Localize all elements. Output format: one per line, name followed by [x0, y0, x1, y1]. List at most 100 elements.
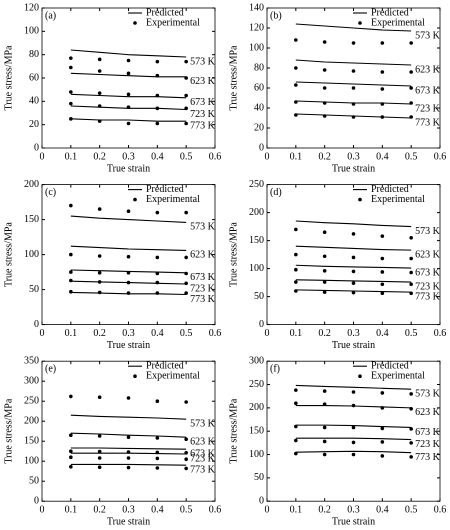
- curve-label: 623 K: [415, 407, 441, 418]
- y-tick-label: 100: [24, 455, 39, 466]
- curve-label: 723 K: [415, 439, 441, 450]
- experimental-point: [294, 388, 298, 392]
- x-axis-label: True strain: [107, 163, 150, 174]
- legend-label: Experimental: [146, 370, 200, 381]
- experimental-point: [97, 91, 102, 95]
- experimental-point: [380, 102, 385, 106]
- panel-label: (e): [45, 363, 56, 374]
- y-tick-label: 20: [29, 119, 39, 130]
- experimental-point: [97, 456, 102, 460]
- y-tick-label: 100: [249, 449, 264, 460]
- curve-label: 773 K: [415, 117, 441, 128]
- experimental-point: [380, 115, 385, 119]
- experimental-point: [69, 270, 73, 274]
- experimental-point: [322, 425, 327, 430]
- experimental-point: [69, 56, 73, 60]
- x-tick-label: 0.4: [376, 328, 389, 339]
- experimental-point: [294, 83, 298, 87]
- legend-point: [133, 197, 137, 202]
- experimental-point: [126, 465, 131, 470]
- experimental-point: [351, 41, 356, 45]
- y-tick-label: 80: [254, 62, 264, 73]
- y-tick-label: 350: [24, 355, 39, 366]
- legend-label: Predicted: [146, 184, 184, 195]
- experimental-point: [380, 440, 385, 444]
- experimental-point: [409, 455, 413, 459]
- experimental-point: [184, 457, 188, 461]
- experimental-point: [155, 73, 160, 78]
- curve-label: 573 K: [415, 388, 441, 399]
- experimental-point: [294, 280, 298, 284]
- x-tick-label: 0.5: [405, 328, 418, 339]
- experimental-point: [184, 210, 188, 215]
- y-tick-label: 150: [24, 214, 39, 225]
- experimental-point: [409, 282, 413, 287]
- legend-point: [358, 374, 362, 378]
- experimental-point: [126, 71, 131, 76]
- x-axis-label: True strain: [107, 516, 150, 527]
- x-tick-label: 0.5: [180, 328, 193, 339]
- x-tick-label: 0.3: [122, 328, 135, 339]
- y-tick-label: 50: [29, 475, 39, 486]
- experimental-point: [351, 115, 356, 119]
- experimental-point: [351, 290, 356, 295]
- experimental-point: [322, 280, 327, 284]
- experimental-point: [184, 400, 188, 404]
- panel-label: (f): [270, 363, 280, 374]
- y-tick-label: 50: [254, 472, 264, 483]
- y-tick-label: 0: [34, 319, 39, 330]
- panel-label: (b): [270, 10, 282, 21]
- experimental-point: [322, 402, 327, 406]
- experimental-point: [322, 439, 327, 444]
- curve-label: 723 K: [190, 283, 216, 294]
- legend-label: Predicted: [146, 360, 184, 371]
- curve-label: 773 K: [190, 120, 216, 131]
- x-tick-label: 0: [265, 328, 270, 339]
- experimental-point: [294, 113, 298, 117]
- x-tick-label: 0.4: [151, 151, 164, 162]
- x-tick-label: 0.6: [209, 504, 222, 515]
- experimental-point: [351, 281, 356, 285]
- experimental-point: [380, 282, 385, 287]
- plot-frame: [266, 184, 441, 326]
- legend-label: Experimental: [146, 17, 200, 28]
- experimental-point: [322, 254, 327, 259]
- experimental-point: [294, 401, 298, 405]
- predicted-line: [70, 432, 187, 438]
- predicted-line: [295, 81, 412, 87]
- experimental-point: [155, 106, 160, 111]
- experimental-point: [126, 396, 131, 400]
- experimental-point: [184, 121, 188, 126]
- legend-label: Predicted: [146, 7, 184, 18]
- experimental-point: [351, 69, 356, 73]
- experimental-point: [409, 441, 413, 445]
- experimental-point: [351, 102, 356, 106]
- x-tick-label: 0.6: [434, 328, 447, 339]
- y-axis-label: True stress/MPa: [228, 45, 239, 110]
- experimental-point: [184, 466, 188, 471]
- experimental-point: [97, 449, 102, 454]
- x-tick-label: 0.3: [122, 504, 135, 515]
- experimental-point: [380, 406, 385, 410]
- y-tick-label: 150: [24, 435, 39, 446]
- experimental-point: [155, 271, 160, 276]
- predicted-line: [70, 49, 187, 58]
- experimental-point: [155, 291, 160, 295]
- experimental-point: [351, 269, 356, 274]
- panel-label: (d): [270, 187, 282, 198]
- experimental-point: [126, 280, 131, 285]
- predicted-line: [295, 437, 412, 441]
- experimental-point: [380, 291, 385, 296]
- x-tick-label: 0.6: [209, 328, 222, 339]
- experimental-point: [126, 121, 131, 126]
- experimental-point: [126, 209, 131, 213]
- experimental-point: [97, 57, 102, 62]
- x-tick-label: 0.6: [209, 151, 222, 162]
- y-tick-label: 120: [249, 22, 264, 33]
- experimental-point: [294, 438, 298, 443]
- experimental-point: [97, 119, 102, 123]
- y-tick-label: 40: [29, 96, 39, 107]
- curve-label: 773 K: [190, 294, 216, 305]
- panel: 0 0.1 0.2 0.3 0.4 0.5 0.6 0 20 40 60 80 100 120 True s…: [3, 2, 221, 174]
- experimental-point: [184, 255, 188, 260]
